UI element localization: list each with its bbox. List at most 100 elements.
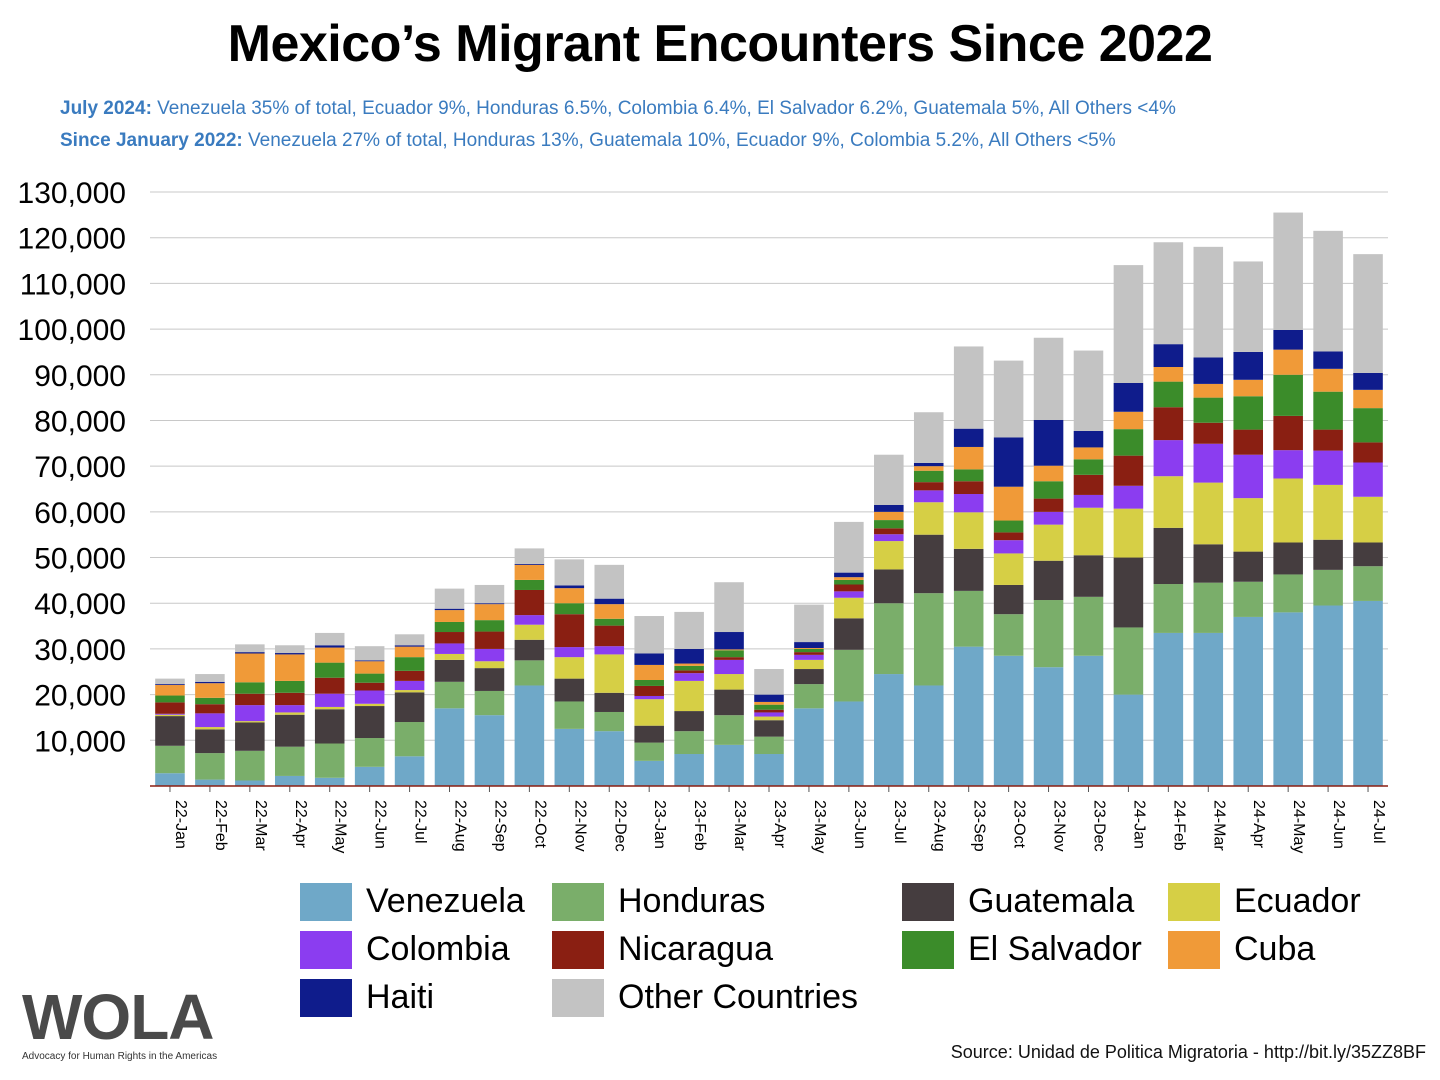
bar-segment-el-salvador <box>235 682 265 694</box>
bar-segment-honduras <box>953 590 984 647</box>
legend-label: Nicaragua <box>618 930 773 968</box>
bar-segment-haiti <box>714 632 744 650</box>
bar-segment-colombia <box>714 659 744 675</box>
bar-segment-other-countries <box>514 548 545 564</box>
bar-segment-colombia <box>874 534 904 542</box>
bar-segment-colombia <box>274 705 305 713</box>
bar-segment-other-countries <box>794 604 824 643</box>
subtitle-text: Venezuela 27% of total, Honduras 13%, Gu… <box>242 130 1116 151</box>
x-tick-label: 23-Oct <box>1011 800 1028 849</box>
x-tick-label: 23-Jul <box>891 800 908 844</box>
bar-segment-el-salvador <box>155 695 185 703</box>
bar-segment-ecuador <box>1353 496 1383 543</box>
legend-item-ecuador: Ecuador <box>1168 882 1361 921</box>
source-note: Source: Unidad de Politica Migratoria - … <box>950 1042 1426 1062</box>
bar-segment-honduras <box>794 684 824 709</box>
legend-label: Honduras <box>618 882 766 920</box>
bar-segment-guatemala <box>434 659 465 682</box>
x-tick-label: 22-Sep <box>491 800 508 852</box>
x-tick-label: 23-Feb <box>691 800 708 851</box>
bar-segment-ecuador <box>195 727 225 730</box>
bar-segment-guatemala <box>794 669 824 685</box>
bar-segment-honduras <box>1353 566 1383 601</box>
legend-item-nicaragua: Nicaragua <box>552 930 773 969</box>
bar-segment-nicaragua <box>714 657 744 660</box>
bar-segment-haiti <box>1313 351 1343 369</box>
bar-segment-nicaragua <box>474 631 505 649</box>
y-tick-label: 20,000 <box>34 680 126 713</box>
bar-segment-el-salvador <box>274 680 305 693</box>
bar-segment-nicaragua <box>1233 429 1264 455</box>
bar-segment-other-countries <box>1193 246 1224 358</box>
bar-segment-cuba <box>1033 465 1064 482</box>
subtitle-july-2024: July 2024: Venezuela 35% of total, Ecuad… <box>60 98 1176 120</box>
bar-segment-cuba <box>195 683 225 698</box>
bar-segment-ecuador <box>474 661 505 669</box>
bar-segment-ecuador <box>1113 508 1144 558</box>
bar-segment-haiti <box>1153 344 1184 368</box>
bar-segment-el-salvador <box>514 579 545 590</box>
y-tick-label: 120,000 <box>18 223 126 256</box>
bar-segment-colombia <box>314 693 345 707</box>
bar-segment-nicaragua <box>594 625 625 647</box>
bar-segment-el-salvador <box>1273 374 1303 416</box>
bar-segment-ecuador <box>634 699 664 726</box>
bar-segment-cuba <box>274 654 305 681</box>
bar-segment-venezuela <box>354 766 385 786</box>
bar-segment-cuba <box>953 446 984 470</box>
bar-segment-nicaragua <box>674 670 704 674</box>
bar-segment-venezuela <box>274 775 305 786</box>
bar-segment-guatemala <box>1353 542 1383 567</box>
bar-segment-el-salvador <box>314 662 345 678</box>
legend-swatch <box>300 978 352 1017</box>
legend-item-el-salvador: El Salvador <box>902 930 1142 969</box>
bar-segment-venezuela <box>1353 600 1383 786</box>
bar-segment-guatemala <box>195 729 225 754</box>
y-tick-label: 50,000 <box>34 543 126 576</box>
bar-segment-guatemala <box>874 569 904 604</box>
bar-segment-cuba <box>594 604 625 619</box>
bar-segment-other-countries <box>274 645 305 654</box>
bar-segment-ecuador <box>155 714 185 717</box>
y-tick-label: 70,000 <box>34 451 126 484</box>
bar-segment-honduras <box>674 731 704 755</box>
bar-segment-colombia <box>394 680 425 691</box>
bar-segment-ecuador <box>1033 524 1064 561</box>
bar-segment-nicaragua <box>195 704 225 714</box>
legend-label: Guatemala <box>968 882 1135 920</box>
bar-segment-honduras <box>1153 584 1184 633</box>
bar-segment-honduras <box>1033 600 1064 668</box>
bar-segment-nicaragua <box>634 685 664 696</box>
x-tick-label: 23-Mar <box>731 800 748 851</box>
bar-segment-ecuador <box>874 541 904 570</box>
bar-segment-ecuador <box>1153 476 1184 528</box>
bar-segment-guatemala <box>634 725 664 743</box>
bar-segment-cuba <box>834 577 864 580</box>
bar-segment-haiti <box>794 642 824 649</box>
y-tick-label: 10,000 <box>34 725 126 758</box>
bar-segment-nicaragua <box>1073 474 1104 495</box>
x-tick-label: 23-Sep <box>971 800 988 852</box>
bar-segment-haiti <box>314 645 345 648</box>
bar-segment-el-salvador <box>993 520 1024 533</box>
subtitle-text: Venezuela 35% of total, Ecuador 9%, Hond… <box>151 98 1176 119</box>
bar-segment-nicaragua <box>1353 442 1383 463</box>
bar-segment-haiti <box>1073 430 1104 448</box>
bar-segment-el-salvador <box>594 618 625 626</box>
bar-segment-venezuela <box>554 728 585 786</box>
bar-segment-haiti <box>514 563 545 565</box>
bar-segment-ecuador <box>514 624 545 640</box>
bar-segment-cuba <box>1193 383 1224 398</box>
bar-segment-other-countries <box>314 632 345 646</box>
legend-item-honduras: Honduras <box>552 882 765 921</box>
bar-segment-colombia <box>1193 443 1224 483</box>
bar-segment-el-salvador <box>913 470 944 483</box>
bar-segment-venezuela <box>834 701 864 786</box>
y-tick-label: 100,000 <box>18 314 126 347</box>
bar-segment-venezuela <box>1073 655 1104 786</box>
bar-segment-other-countries <box>554 559 585 586</box>
legend-label: Haiti <box>366 978 435 1016</box>
bar-segment-colombia <box>834 591 864 598</box>
legend-label: Other Countries <box>618 978 858 1016</box>
bar-segment-other-countries <box>434 588 465 609</box>
